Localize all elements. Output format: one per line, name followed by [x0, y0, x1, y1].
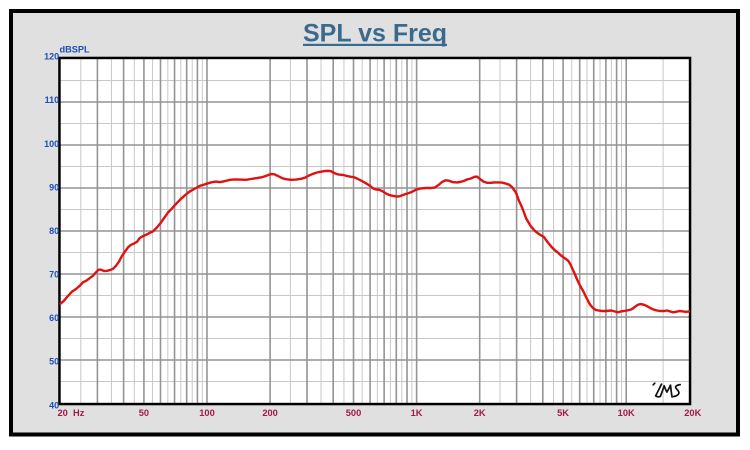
svg-text:20K: 20K — [684, 408, 701, 418]
svg-text:50: 50 — [49, 357, 59, 367]
svg-text:60: 60 — [49, 313, 59, 323]
svg-text:dBSPL: dBSPL — [60, 45, 91, 55]
svg-text:20 Hz: 20 Hz — [58, 408, 85, 418]
svg-text:100: 100 — [199, 408, 215, 418]
svg-text:100: 100 — [44, 139, 59, 149]
svg-text:90: 90 — [49, 182, 59, 192]
svg-text:SPL vs Freq: SPL vs Freq — [303, 20, 447, 48]
svg-text:5K: 5K — [557, 408, 569, 418]
svg-text:120: 120 — [44, 52, 59, 62]
svg-text:80: 80 — [49, 226, 59, 236]
svg-text:50: 50 — [139, 408, 149, 418]
svg-text:1K: 1K — [411, 408, 423, 418]
svg-text:2K: 2K — [474, 408, 486, 418]
svg-text:500: 500 — [346, 408, 362, 418]
svg-text:200: 200 — [262, 408, 278, 418]
svg-text:70: 70 — [49, 270, 59, 280]
svg-text:110: 110 — [45, 95, 60, 105]
svg-text:40: 40 — [49, 400, 59, 410]
svg-text:10K: 10K — [618, 408, 635, 418]
